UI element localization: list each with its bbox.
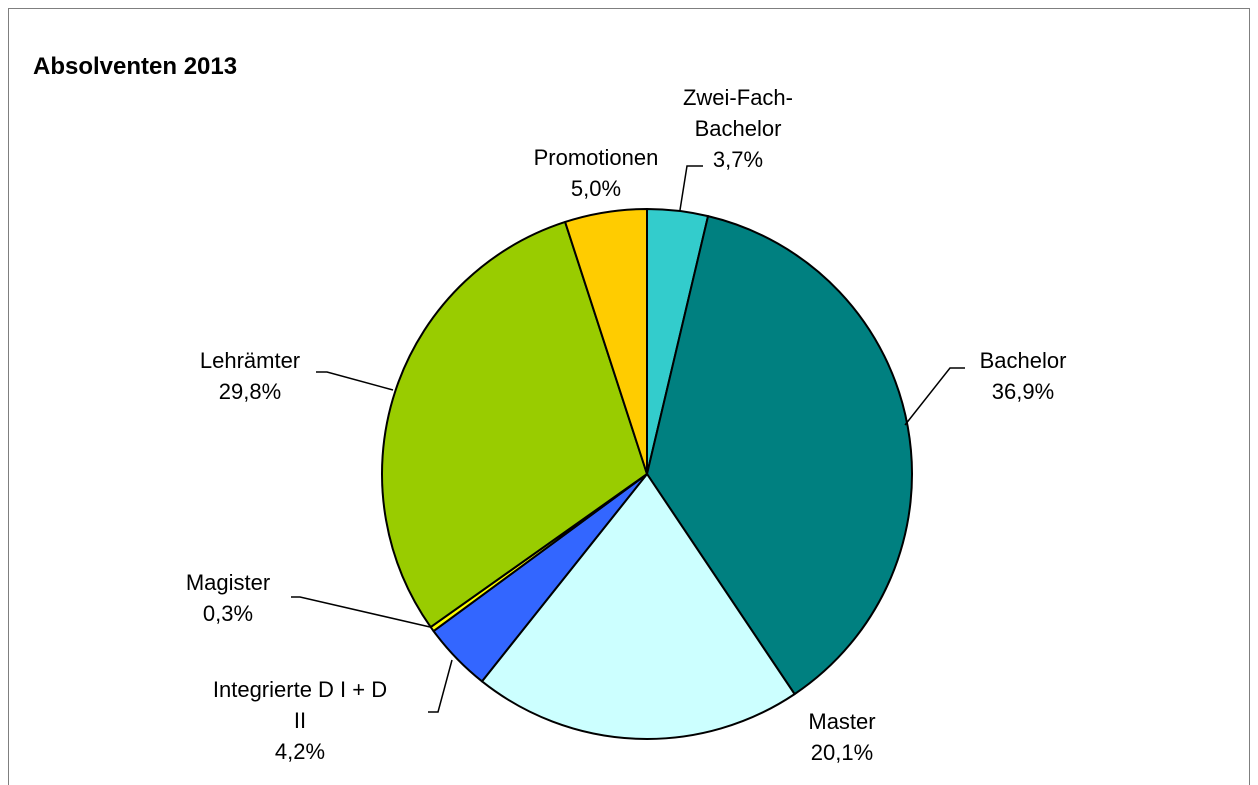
slice-category-label: Master	[808, 709, 875, 734]
pie-slice	[646, 215, 913, 696]
leader-line	[679, 165, 703, 211]
leader-line	[904, 367, 965, 426]
slice-category-label: Bachelor	[695, 116, 782, 141]
slice-value-label: 4,2%	[275, 739, 325, 764]
leader-line	[291, 596, 431, 628]
slice-category-label: Zwei-Fach-	[683, 85, 793, 110]
slice-value-label: 0,3%	[203, 601, 253, 626]
slice-value-label: 5,0%	[571, 176, 621, 201]
chart-title: Absolventen 2013	[33, 53, 238, 80]
slice-value-label: 3,7%	[713, 147, 763, 172]
slice-value-label: 29,8%	[219, 379, 281, 404]
leader-line	[428, 659, 453, 713]
leader-line	[316, 371, 394, 391]
pie-slice	[564, 208, 648, 475]
slice-category-label: Integrierte D I + D	[213, 677, 387, 702]
slice-category-label: Bachelor	[980, 348, 1067, 373]
slice-category-label: Lehrämter	[200, 348, 300, 373]
pie-slice	[381, 220, 648, 629]
slice-category-label: II	[294, 708, 306, 733]
slice-value-label: 20,1%	[811, 740, 873, 765]
chart-frame	[8, 8, 1250, 785]
slice-category-label: Magister	[186, 570, 270, 595]
slice-category-label: Promotionen	[534, 145, 659, 170]
pie-slice	[480, 473, 796, 740]
slice-value-label: 36,9%	[992, 379, 1054, 404]
